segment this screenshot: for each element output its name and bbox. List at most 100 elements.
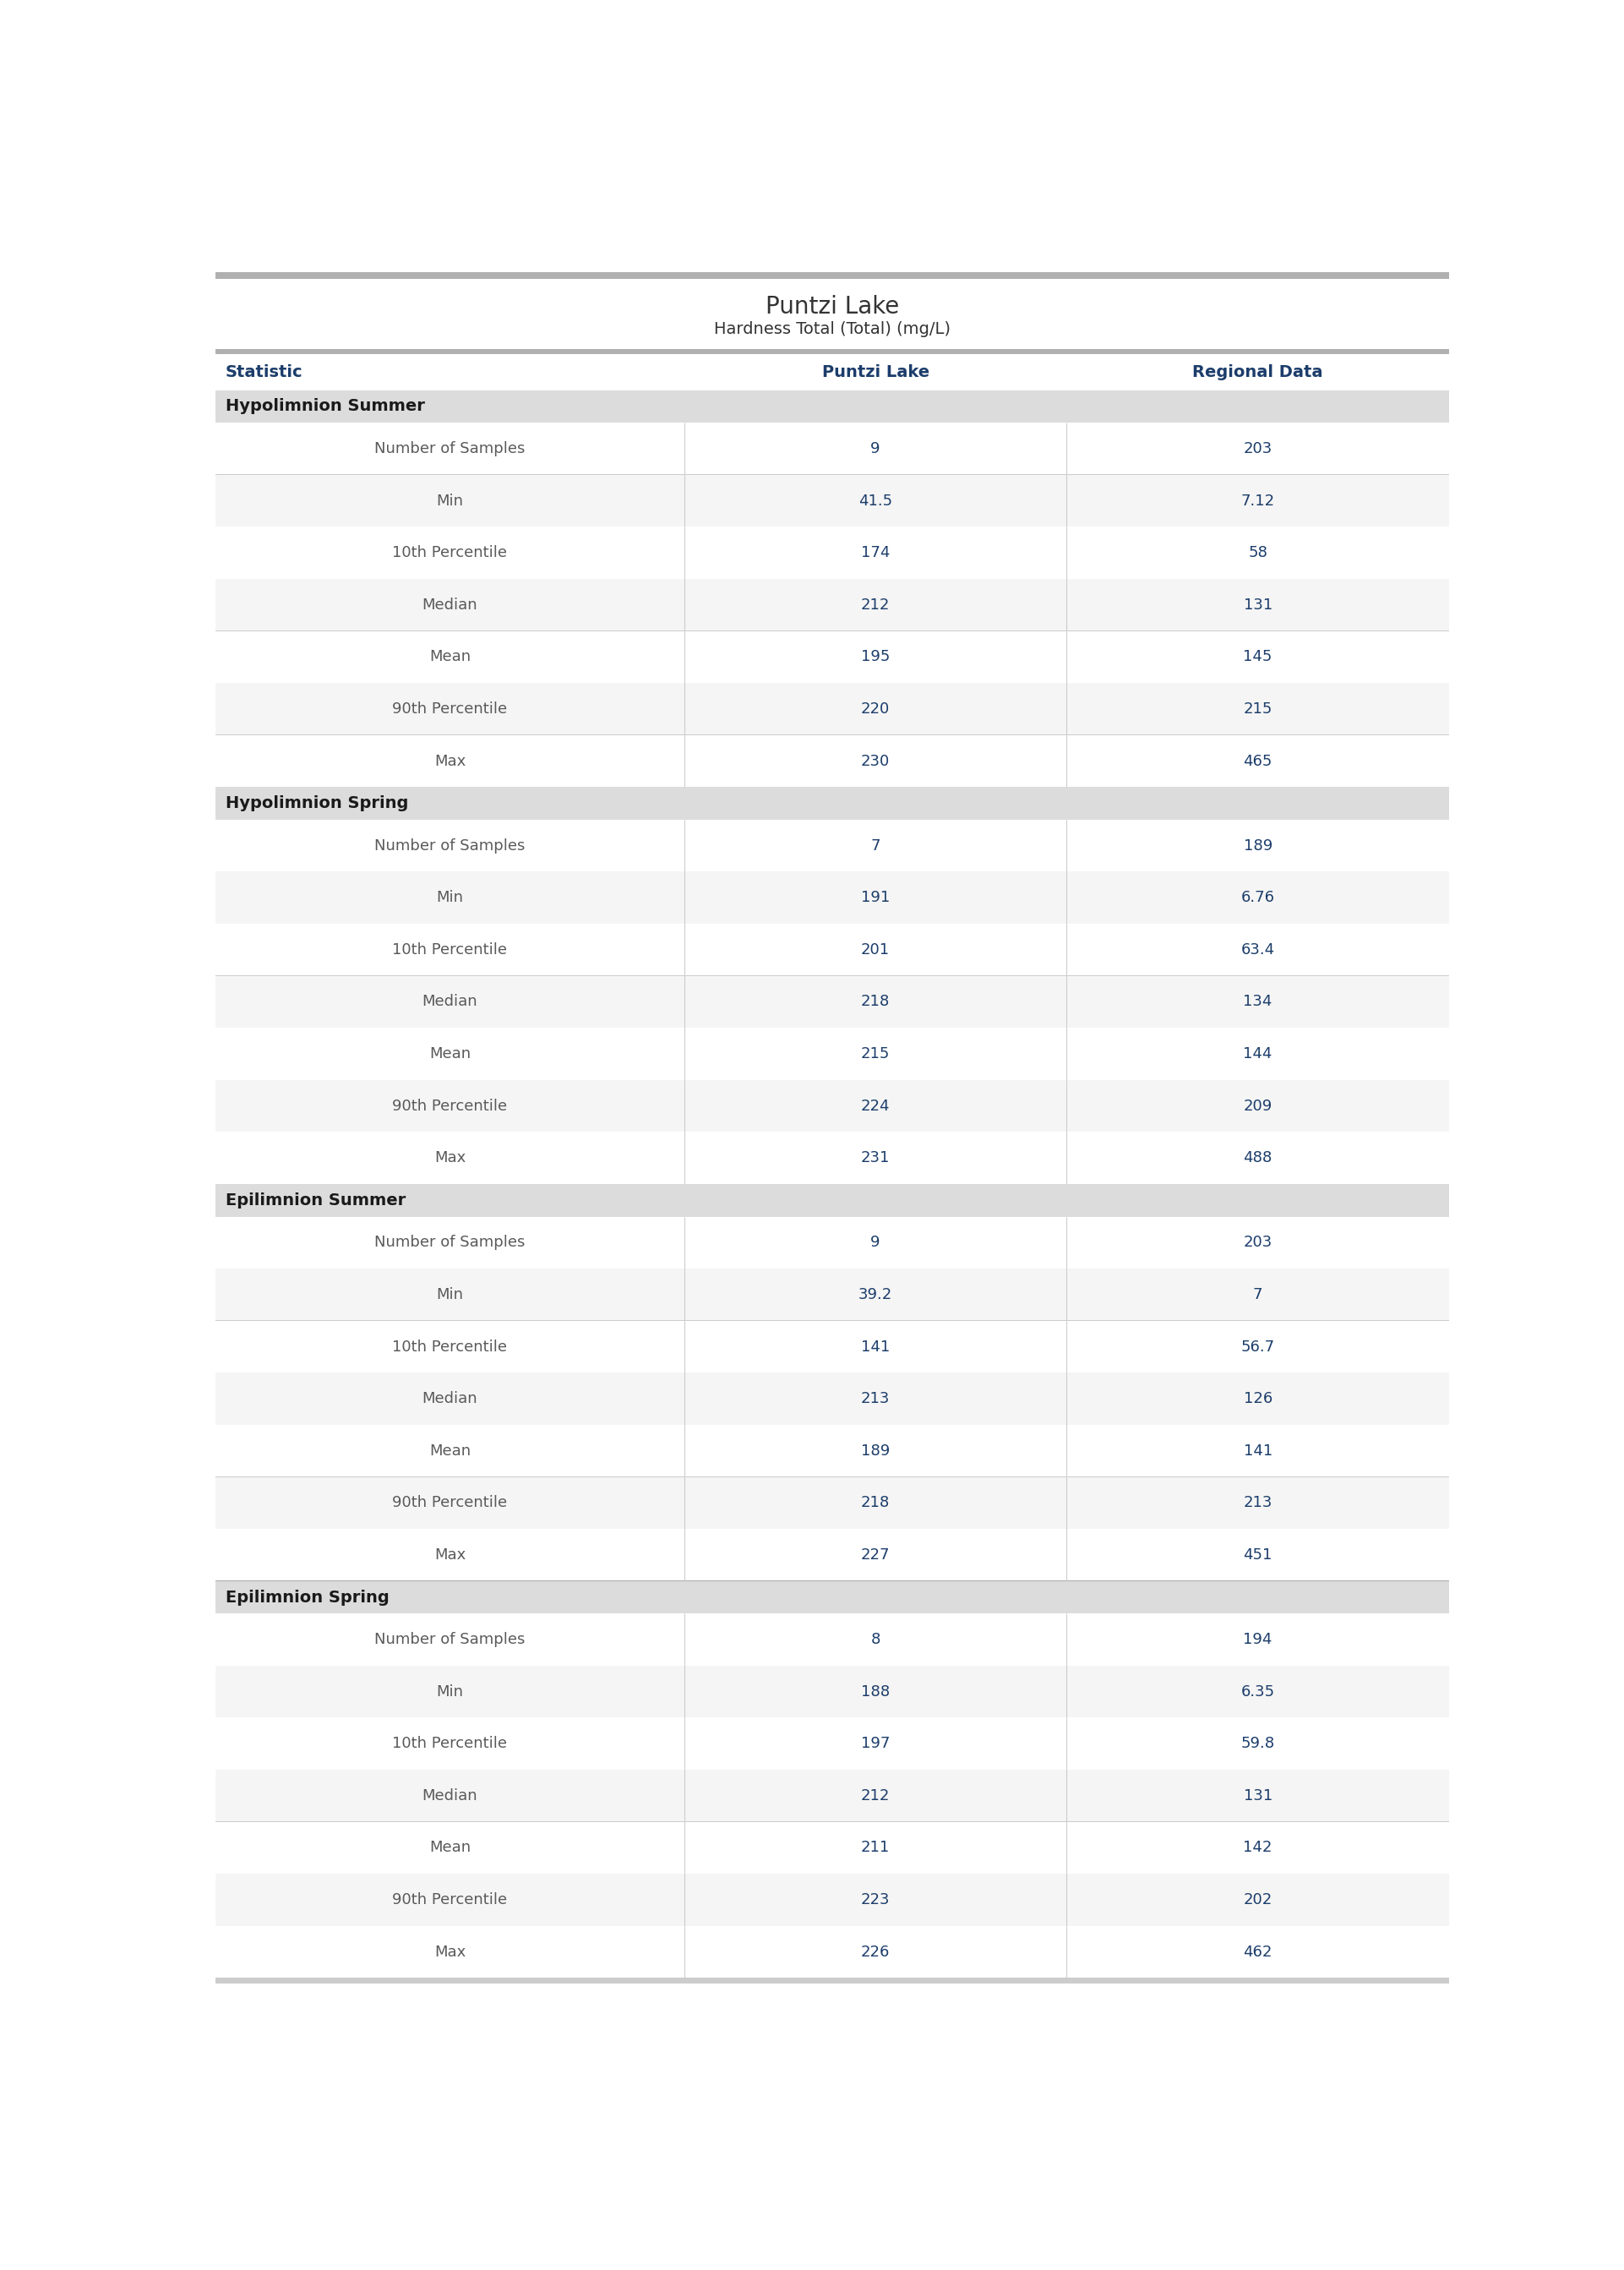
Text: Max: Max	[434, 1548, 466, 1562]
Text: Number of Samples: Number of Samples	[375, 440, 525, 456]
Text: Median: Median	[422, 1789, 477, 1802]
Text: Epilimnion Spring: Epilimnion Spring	[226, 1589, 390, 1605]
Text: 191: 191	[861, 890, 890, 906]
Bar	[216, 631, 1449, 683]
Text: 194: 194	[1244, 1632, 1272, 1648]
Text: 10th Percentile: 10th Percentile	[393, 545, 507, 561]
Text: 188: 188	[861, 1684, 890, 1700]
Text: 41.5: 41.5	[859, 493, 893, 508]
Text: Min: Min	[437, 1287, 463, 1303]
Text: 451: 451	[1244, 1548, 1272, 1562]
Text: 59.8: 59.8	[1241, 1737, 1275, 1752]
Text: 56.7: 56.7	[1241, 1339, 1275, 1355]
Bar	[216, 924, 1449, 976]
Text: 141: 141	[861, 1339, 890, 1355]
Bar	[216, 819, 1449, 872]
Bar	[216, 1217, 1449, 1269]
Text: 462: 462	[1244, 1945, 1272, 1959]
Text: Mean: Mean	[429, 1841, 471, 1855]
Bar	[216, 1269, 1449, 1321]
Text: Mean: Mean	[429, 1444, 471, 1460]
Text: 213: 213	[861, 1392, 890, 1407]
Text: 8: 8	[870, 1632, 880, 1648]
Text: 90th Percentile: 90th Percentile	[393, 701, 507, 717]
Text: 189: 189	[861, 1444, 890, 1460]
Text: Statistic: Statistic	[226, 363, 304, 381]
Text: 202: 202	[1244, 1893, 1272, 1907]
Text: 211: 211	[861, 1841, 890, 1855]
Text: Hypolimnion Spring: Hypolimnion Spring	[226, 794, 409, 810]
Text: 220: 220	[861, 701, 890, 717]
Text: Median: Median	[422, 597, 477, 613]
Text: Hypolimnion Summer: Hypolimnion Summer	[226, 400, 425, 415]
Text: 174: 174	[861, 545, 890, 561]
Text: Puntzi Lake: Puntzi Lake	[765, 295, 900, 318]
Text: 63.4: 63.4	[1241, 942, 1275, 958]
Text: 145: 145	[1244, 649, 1272, 665]
Bar	[216, 1614, 1449, 1666]
Text: 39.2: 39.2	[859, 1287, 893, 1303]
Text: 203: 203	[1244, 440, 1272, 456]
Bar	[216, 579, 1449, 631]
Text: Max: Max	[434, 754, 466, 770]
Text: 215: 215	[861, 1046, 890, 1062]
Text: 131: 131	[1244, 597, 1272, 613]
Text: 126: 126	[1244, 1392, 1272, 1407]
Bar	[216, 1426, 1449, 1478]
Bar	[216, 683, 1449, 735]
Text: 10th Percentile: 10th Percentile	[393, 1737, 507, 1752]
Text: 212: 212	[861, 1789, 890, 1802]
Text: 201: 201	[861, 942, 890, 958]
Text: 144: 144	[1244, 1046, 1272, 1062]
Text: Epilimnion Summer: Epilimnion Summer	[226, 1192, 406, 1208]
Text: 10th Percentile: 10th Percentile	[393, 942, 507, 958]
Bar	[216, 1373, 1449, 1426]
Text: 230: 230	[861, 754, 890, 770]
Text: 227: 227	[861, 1548, 890, 1562]
Text: 90th Percentile: 90th Percentile	[393, 1893, 507, 1907]
Bar	[216, 1977, 1449, 1984]
Bar	[216, 1478, 1449, 1530]
Text: 195: 195	[861, 649, 890, 665]
Text: 226: 226	[861, 1945, 890, 1959]
Text: 215: 215	[1244, 701, 1272, 717]
Bar	[216, 422, 1449, 474]
Text: Min: Min	[437, 890, 463, 906]
Text: Median: Median	[422, 1392, 477, 1407]
Text: 7: 7	[1254, 1287, 1263, 1303]
Text: 7.12: 7.12	[1241, 493, 1275, 508]
Bar	[216, 390, 1449, 422]
Bar	[216, 354, 1449, 390]
Bar	[216, 976, 1449, 1028]
Text: 197: 197	[861, 1737, 890, 1752]
Bar	[216, 1873, 1449, 1925]
Bar	[216, 1530, 1449, 1580]
Text: 231: 231	[861, 1151, 890, 1167]
Text: 131: 131	[1244, 1789, 1272, 1802]
Text: 58: 58	[1249, 545, 1267, 561]
Text: 213: 213	[1244, 1496, 1272, 1510]
Bar	[216, 1028, 1449, 1081]
Text: Hardness Total (Total) (mg/L): Hardness Total (Total) (mg/L)	[715, 322, 950, 338]
Text: 224: 224	[861, 1099, 890, 1115]
Text: 218: 218	[861, 1496, 890, 1510]
Text: Min: Min	[437, 493, 463, 508]
Text: 189: 189	[1244, 838, 1272, 854]
Bar	[216, 1823, 1449, 1873]
Bar	[216, 872, 1449, 924]
Text: 209: 209	[1244, 1099, 1272, 1115]
Bar	[216, 1185, 1449, 1217]
Text: Median: Median	[422, 994, 477, 1010]
Bar	[216, 350, 1449, 354]
Bar	[216, 1771, 1449, 1823]
Text: 212: 212	[861, 597, 890, 613]
Text: 6.76: 6.76	[1241, 890, 1275, 906]
Text: 90th Percentile: 90th Percentile	[393, 1099, 507, 1115]
Text: Max: Max	[434, 1945, 466, 1959]
Text: Number of Samples: Number of Samples	[375, 1235, 525, 1251]
Text: 10th Percentile: 10th Percentile	[393, 1339, 507, 1355]
Bar	[216, 1580, 1449, 1614]
Text: Min: Min	[437, 1684, 463, 1700]
Bar	[216, 1133, 1449, 1185]
Bar	[216, 1321, 1449, 1373]
